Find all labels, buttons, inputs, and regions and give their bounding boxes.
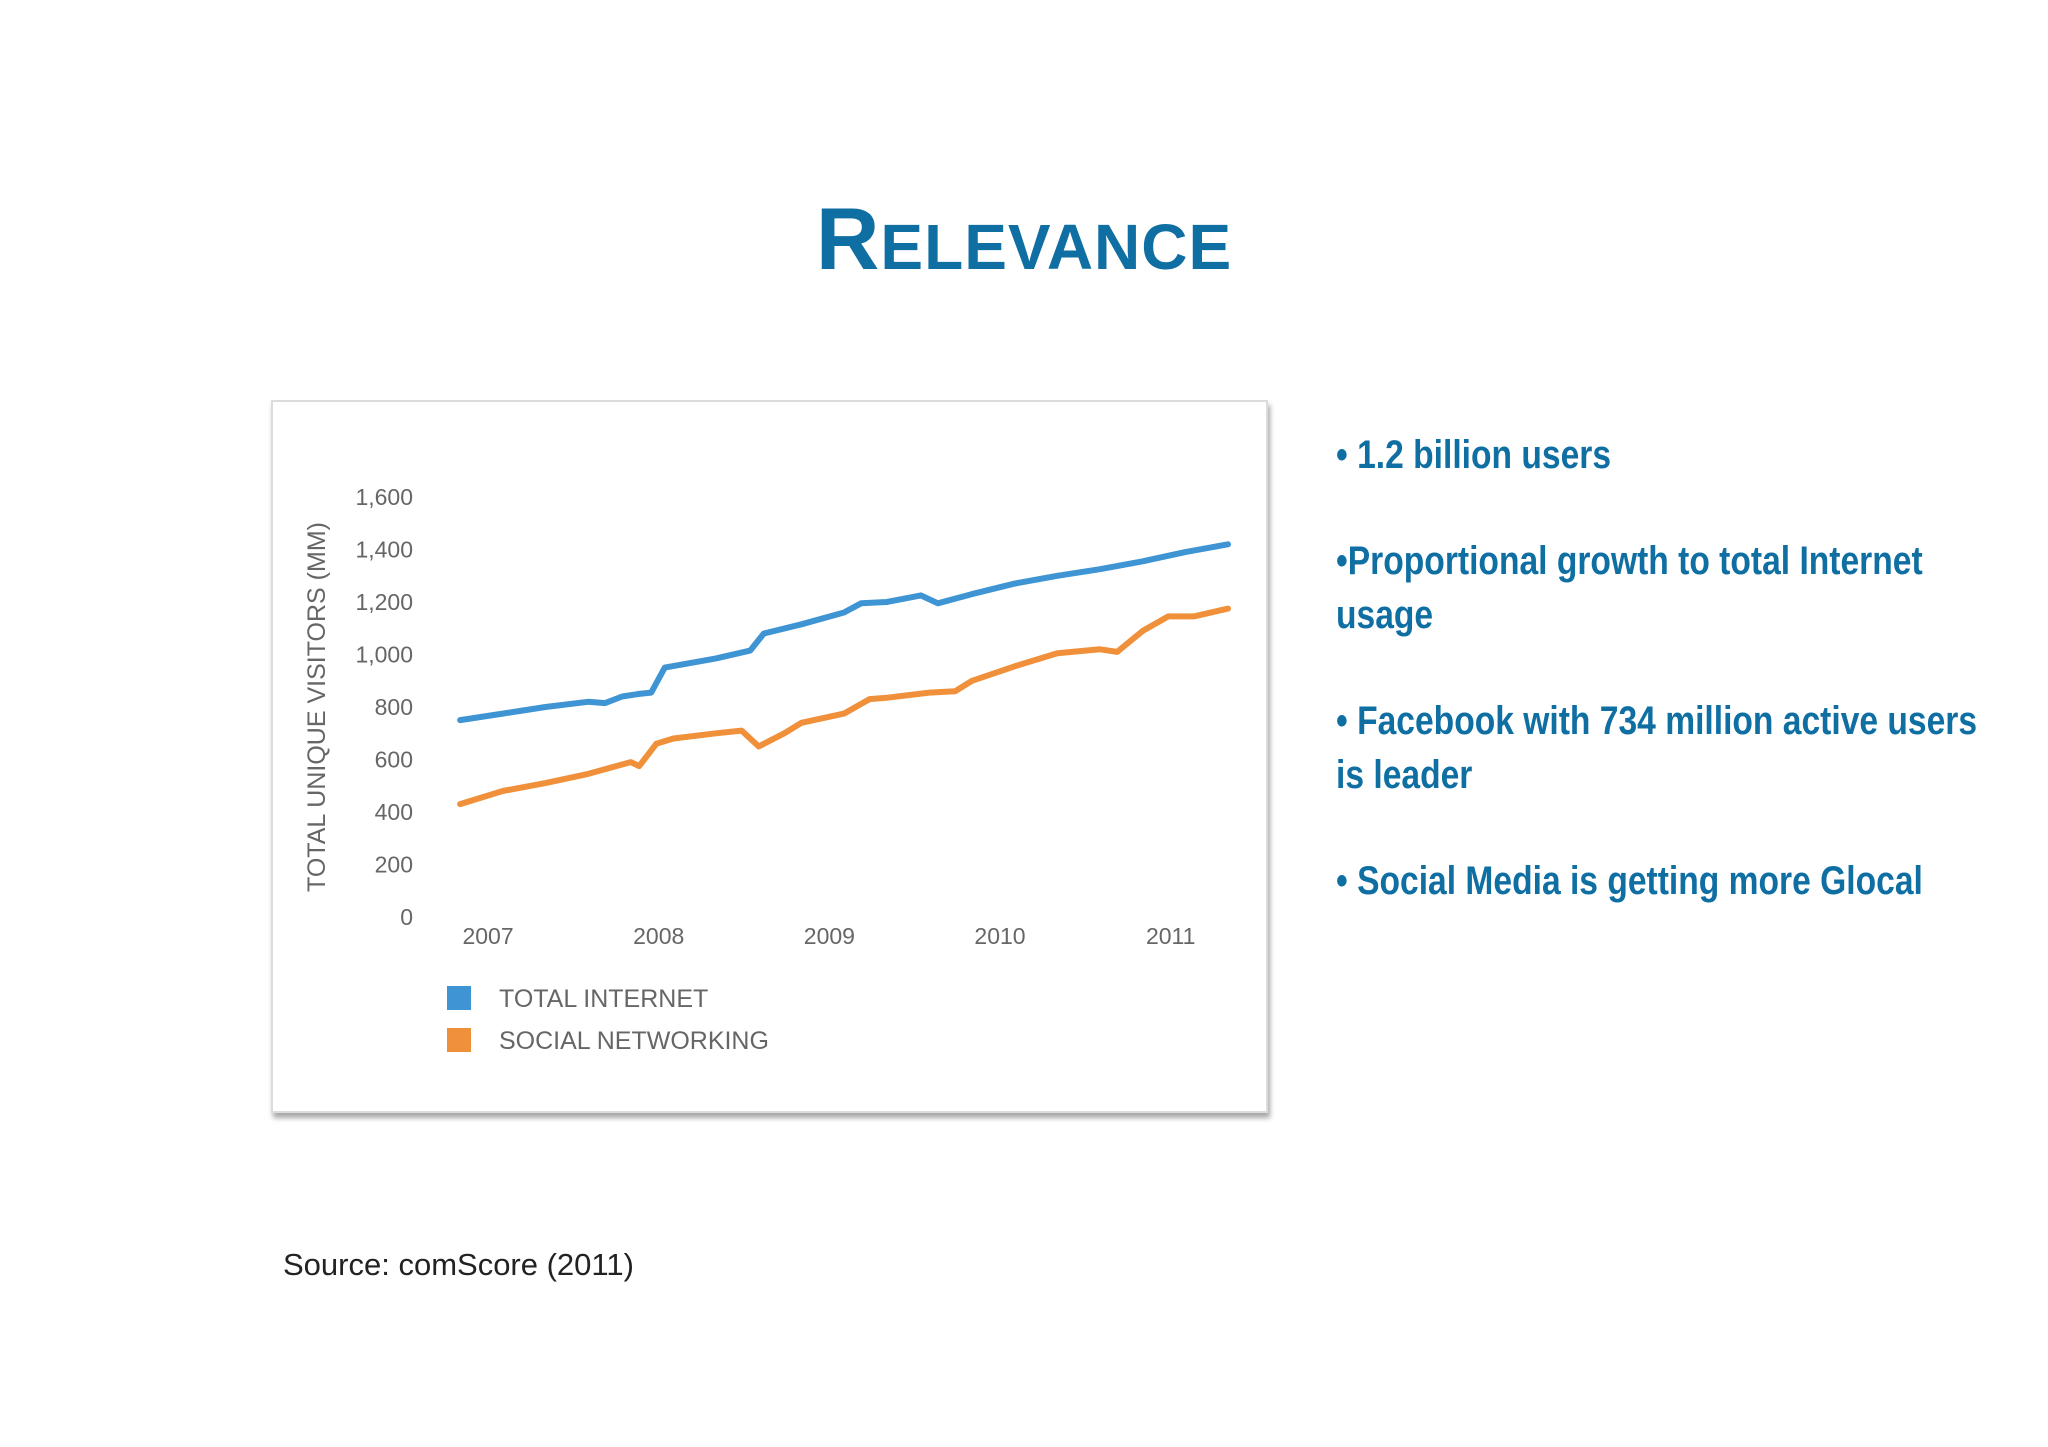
- y-tick-label: 600: [375, 747, 413, 773]
- slide-title: RELEVANCE: [815, 189, 1233, 288]
- x-tick-label: 2011: [1146, 923, 1195, 949]
- y-tick-label: 0: [400, 904, 413, 930]
- legend-label-social-networking: SOCIAL NETWORKING: [499, 1027, 769, 1055]
- legend-swatch-total-internet: [447, 986, 471, 1010]
- bullet-item-facebook: • Facebook with 734 million active users…: [1336, 699, 1978, 797]
- y-tick-label: 1,600: [355, 484, 413, 510]
- y-tick-label: 1,000: [355, 642, 413, 668]
- visitors-line-chart: TOTAL UNIQUE VISITORS (MM) 0 200 400 600 800 1…: [303, 484, 1231, 1055]
- legend-label-total-internet: TOTAL INTERNET: [499, 985, 708, 1013]
- bullet-list: • 1.2 billion users •Proportional growth…: [1336, 428, 2008, 960]
- source-citation: Source: comScore (2011): [283, 1247, 634, 1282]
- bullet-item-growth: •Proportional growth to total Internet u…: [1336, 539, 1923, 637]
- x-tick-label: 2008: [633, 923, 684, 949]
- y-axis-label: TOTAL UNIQUE VISITORS (MM): [303, 522, 331, 892]
- series-line-social-networking: [457, 605, 1231, 808]
- x-tick-label: 2009: [804, 923, 855, 949]
- y-tick-label: 200: [375, 852, 413, 878]
- legend-swatch-social-networking: [447, 1028, 471, 1052]
- bullet-item-glocal: • Social Media is getting more Glocal: [1336, 859, 1923, 903]
- y-tick-label: 800: [375, 694, 413, 720]
- x-tick-label: 2010: [974, 923, 1025, 949]
- series-line-total-internet: [457, 541, 1231, 724]
- bullet-item-users: • 1.2 billion users: [1336, 433, 1612, 477]
- y-tick-label: 400: [375, 799, 413, 825]
- chart-card: TOTAL UNIQUE VISITORS (MM) 0 200 400 600 800 1…: [271, 400, 1268, 1113]
- y-tick-label: 1,400: [355, 537, 413, 563]
- x-tick-label: 2007: [462, 923, 513, 949]
- y-tick-label: 1,200: [355, 589, 413, 615]
